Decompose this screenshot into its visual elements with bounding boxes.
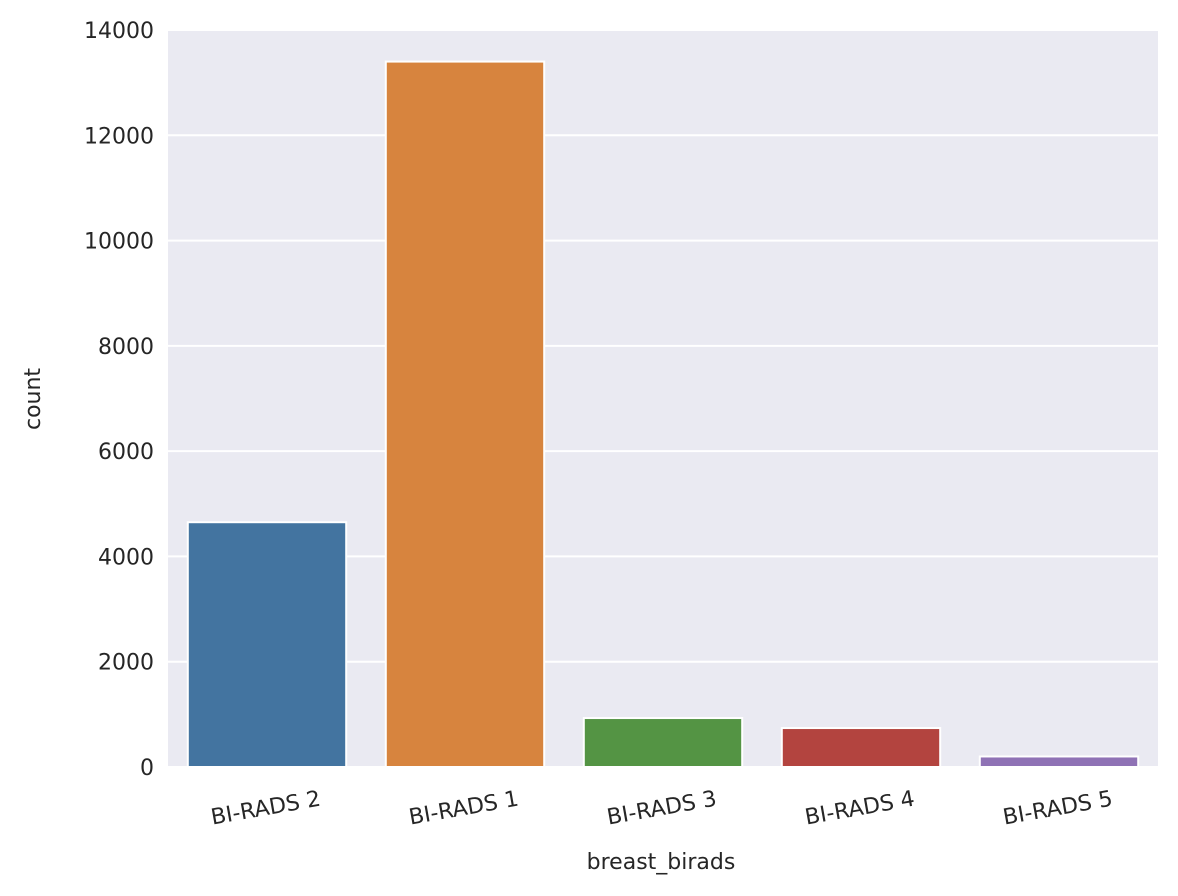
bar [978,755,1140,769]
y-tick-label: 14000 [84,19,154,44]
x-tick-label: BI-RADS 2 [209,787,323,831]
x-tick-label: BI-RADS 5 [1001,787,1115,831]
x-tick-label: BI-RADS 3 [605,787,719,831]
y-tick-label: 6000 [98,440,154,465]
bar [582,717,744,768]
y-tick-label: 10000 [84,230,154,255]
bar [384,60,546,769]
y-tick-label: 12000 [84,124,154,149]
y-tick-label: 4000 [98,545,154,570]
x-tick-label: BI-RADS 1 [407,787,521,831]
y-axis-title: count [21,368,46,430]
y-tick-label: 8000 [98,335,154,360]
bars [186,60,1140,769]
x-axis-title: breast_birads [587,850,736,875]
x-tick-labels: BI-RADS 2 BI-RADS 1 BI-RADS 3 BI-RADS 4 BI-R… [209,787,1115,831]
bar [780,727,942,769]
y-tick-label: 2000 [98,651,154,676]
y-tick-labels: 0 2000 4000 6000 8000 10000 12000 14000 [84,19,154,781]
y-tick-label: 0 [140,756,154,781]
x-tick-label: BI-RADS 4 [803,787,917,831]
bar [186,521,348,768]
